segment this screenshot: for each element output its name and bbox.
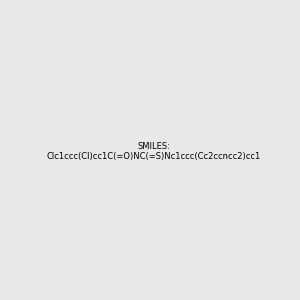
Text: SMILES:
Clc1ccc(Cl)cc1C(=O)NC(=S)Nc1ccc(Cc2ccncc2)cc1: SMILES: Clc1ccc(Cl)cc1C(=O)NC(=S)Nc1ccc(… (46, 142, 261, 161)
